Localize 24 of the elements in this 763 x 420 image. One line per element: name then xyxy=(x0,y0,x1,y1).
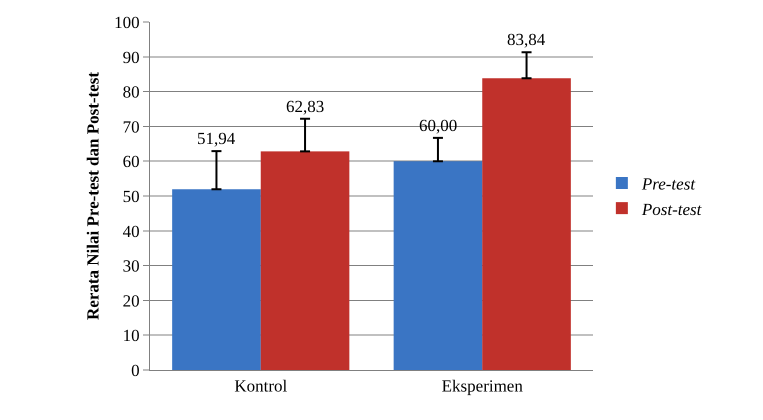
y-axis-title: Rerata Nilai Pre-test dan Post-test xyxy=(84,72,103,320)
y-tick-label: 20 xyxy=(122,291,140,310)
y-tick-label: 60 xyxy=(122,152,140,172)
y-tick-label: 90 xyxy=(122,48,140,67)
bar xyxy=(482,78,571,370)
x-tick-label: Eksperimen xyxy=(442,376,524,396)
y-tick-label: 50 xyxy=(122,186,140,206)
y-tick-label: 40 xyxy=(122,222,140,241)
y-tick-label: 80 xyxy=(122,82,140,102)
y-tick-label: 30 xyxy=(122,256,140,276)
y-tick-label: 100 xyxy=(114,12,140,32)
legend-label: Post-test xyxy=(640,200,703,219)
data-label: 62,83 xyxy=(286,97,324,116)
bar xyxy=(260,151,350,370)
data-label: 60,00 xyxy=(419,116,458,135)
x-tick-label: Kontrol xyxy=(234,376,288,396)
bar xyxy=(394,161,482,370)
bar xyxy=(172,189,261,370)
legend-label: Pre-test xyxy=(640,174,696,194)
data-label: 83,84 xyxy=(507,30,546,49)
y-tick-label: 70 xyxy=(122,117,140,136)
y-tick-label: 0 xyxy=(131,360,140,380)
y-tick-label: 10 xyxy=(122,326,140,346)
data-label: 51,94 xyxy=(197,129,236,148)
